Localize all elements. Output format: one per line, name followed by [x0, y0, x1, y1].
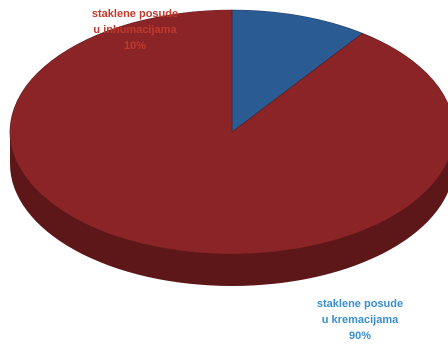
slice-label-inhumation-line1: staklene posude: [91, 8, 179, 20]
pie-depth-layer: [10, 132, 448, 286]
pie-top-layer: [9, 9, 448, 255]
slice-label-cremation: staklene posude u kremacijama 90%: [280, 296, 440, 344]
slice-label-cremation-line2: u kremacijama: [321, 314, 399, 326]
pie-slice-0: [231, 9, 364, 133]
slice-label-cremation-line1: staklene posude: [316, 298, 404, 310]
slice-label-inhumation-percent: 10%: [123, 40, 147, 52]
pie-slice-1: [9, 9, 448, 255]
slice-label-cremation-percent: 90%: [348, 330, 372, 342]
slice-label-inhumation: staklene posude u inhumacijama 10%: [40, 6, 230, 54]
pie-slice-side-1-0: [10, 132, 448, 286]
slice-label-inhumation-line2: u inhumacijama: [93, 24, 177, 36]
